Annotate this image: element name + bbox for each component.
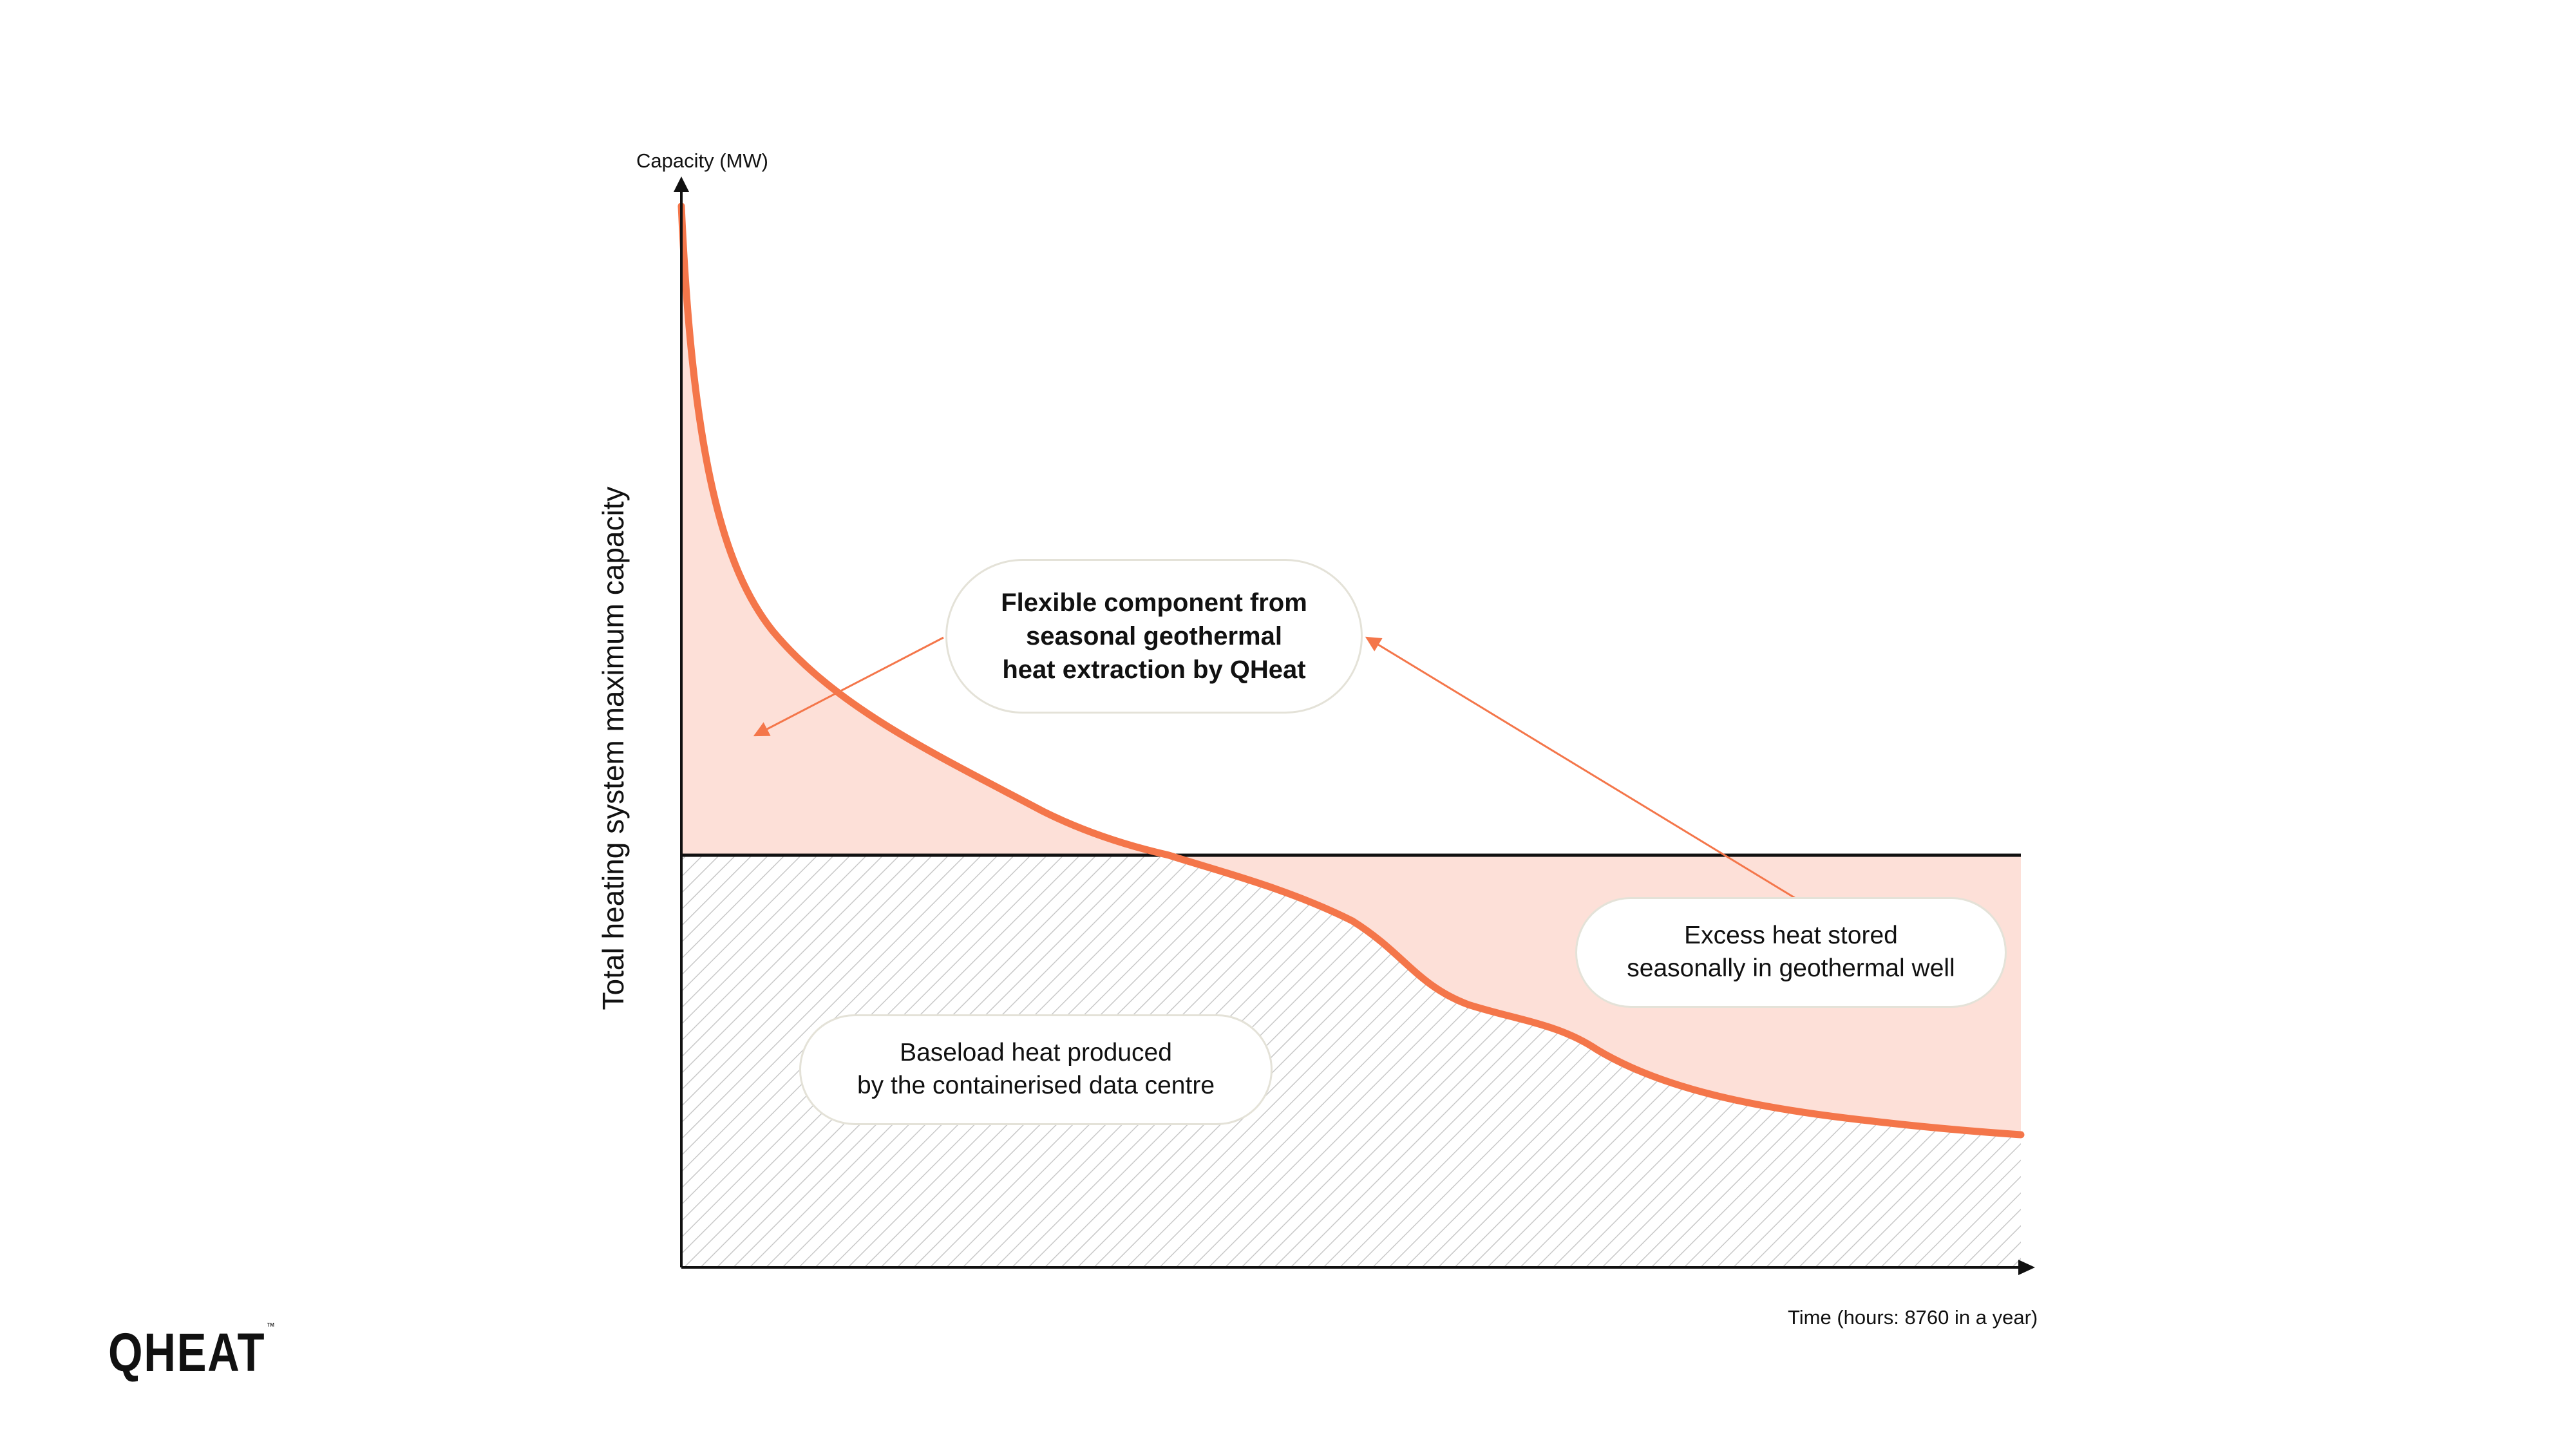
callout-line: heat extraction by QHeat: [1002, 656, 1306, 684]
flexible-component-area: [681, 206, 1169, 855]
excess-pointer-arrow: [1365, 636, 1797, 900]
flexible-component-callout: Flexible component from seasonal geother…: [945, 559, 1363, 714]
callout-line: seasonally in geothermal well: [1627, 954, 1955, 982]
flexible-pointer-arrow: [753, 636, 944, 737]
logo-text: QHEAT: [108, 1322, 266, 1383]
x-axis-arrow-icon: [2018, 1260, 2035, 1275]
callout-line: Flexible component from: [1001, 589, 1307, 617]
x-axis-label: Time (hours: 8760 in a year): [1788, 1306, 2038, 1329]
excess-heat-callout: Excess heat stored seasonally in geother…: [1575, 897, 2007, 1008]
callout-line: Baseload heat produced: [900, 1039, 1172, 1067]
baseload-hatched-area: [681, 855, 2021, 1267]
baseload-heat-callout: Baseload heat produced by the containeri…: [799, 1014, 1273, 1125]
callout-line: by the containerised data centre: [857, 1072, 1215, 1099]
y-axis-top-label: Capacity (MW): [636, 149, 768, 172]
y-axis-arrow-icon: [674, 176, 689, 192]
callout-line: Excess heat stored: [1684, 922, 1898, 950]
qheat-logo: QHEAT ™: [108, 1321, 276, 1384]
y-axis-side-label: Total heating system maximum capacity: [596, 487, 630, 1010]
callout-line: seasonal geothermal: [1026, 622, 1282, 650]
trademark-mark: ™: [266, 1321, 276, 1332]
load-duration-curve: [677, 202, 2025, 1139]
